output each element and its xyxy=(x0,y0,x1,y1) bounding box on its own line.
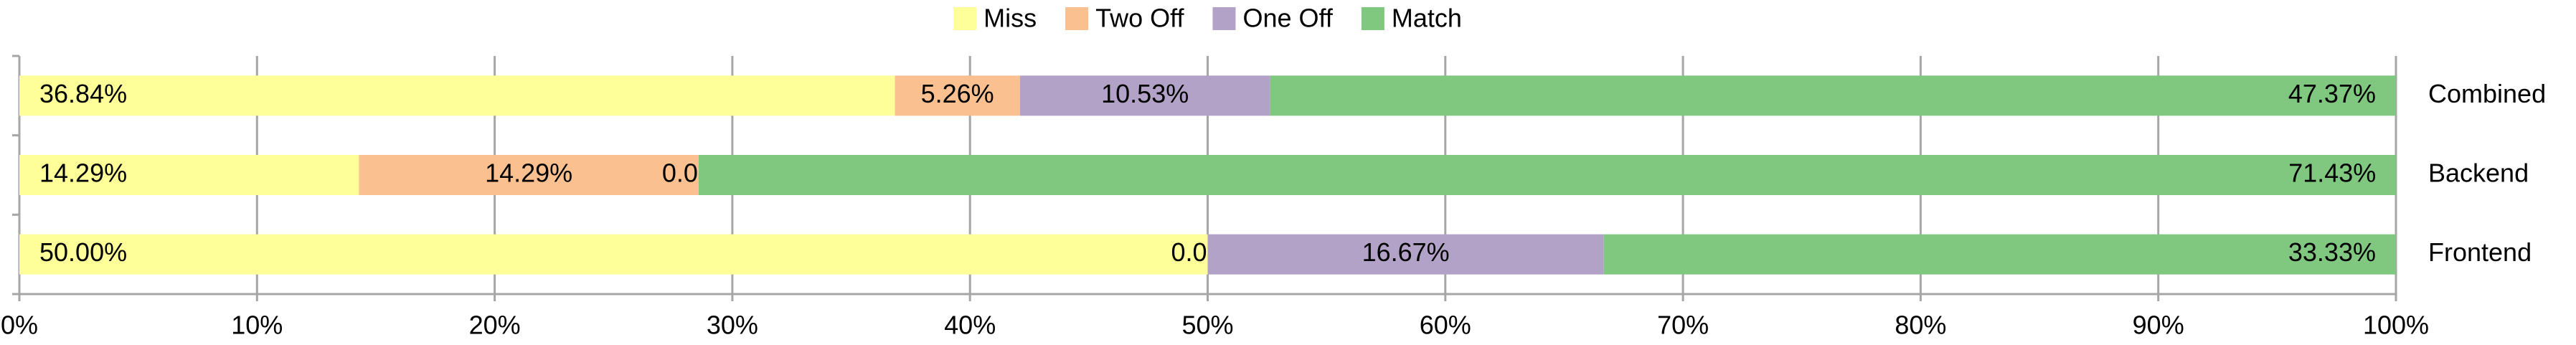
x-tick-label: 20% xyxy=(469,311,521,340)
data-label: 36.84% xyxy=(39,79,127,108)
legend-label: One Off xyxy=(1242,4,1333,33)
legend-swatch xyxy=(1361,7,1384,30)
category-label: Backend xyxy=(2428,159,2529,188)
bar-segment xyxy=(1270,75,2396,116)
x-tick-label: 80% xyxy=(1895,311,1946,340)
bar-segment xyxy=(19,234,1208,275)
bar-segment xyxy=(19,155,359,195)
bar-segment xyxy=(359,155,699,195)
data-label: 10.53% xyxy=(1101,79,1189,108)
x-tick-label: 100% xyxy=(2363,311,2429,340)
legend-label: Two Off xyxy=(1095,4,1184,33)
x-tick-label: 10% xyxy=(231,311,283,340)
legend-label: Miss xyxy=(983,4,1037,33)
bar-segment xyxy=(1207,234,1604,275)
x-tick-label: 30% xyxy=(707,311,758,340)
legend-label: Match xyxy=(1392,4,1462,33)
legend-swatch xyxy=(1065,7,1089,30)
x-tick-label: 90% xyxy=(2133,311,2184,340)
x-tick-label: 50% xyxy=(1181,311,1233,340)
bar-segment xyxy=(19,75,895,116)
data-label: 50.00% xyxy=(39,237,127,267)
data-label: 47.37% xyxy=(2288,79,2376,108)
legend-swatch xyxy=(1212,7,1236,30)
x-tick-label: 70% xyxy=(1657,311,1709,340)
data-label: 14.29% xyxy=(39,159,127,188)
x-tick-label: 60% xyxy=(1420,311,1471,340)
data-label: 71.43% xyxy=(2288,159,2376,188)
legend-swatch xyxy=(953,7,977,30)
bar-segment xyxy=(1603,234,2396,275)
bar-segment xyxy=(895,75,1020,116)
category-label: Frontend xyxy=(2428,237,2532,267)
bar-segment xyxy=(698,155,2397,195)
bar-segment xyxy=(1019,75,1270,116)
x-tick-label: 0% xyxy=(1,311,38,340)
data-label: 16.67% xyxy=(1362,237,1450,267)
data-label: 14.29% xyxy=(485,159,572,188)
x-tick-label: 40% xyxy=(944,311,996,340)
data-label: 5.26% xyxy=(921,79,994,108)
category-label: Combined xyxy=(2428,79,2546,108)
data-label: 33.33% xyxy=(2288,237,2376,267)
